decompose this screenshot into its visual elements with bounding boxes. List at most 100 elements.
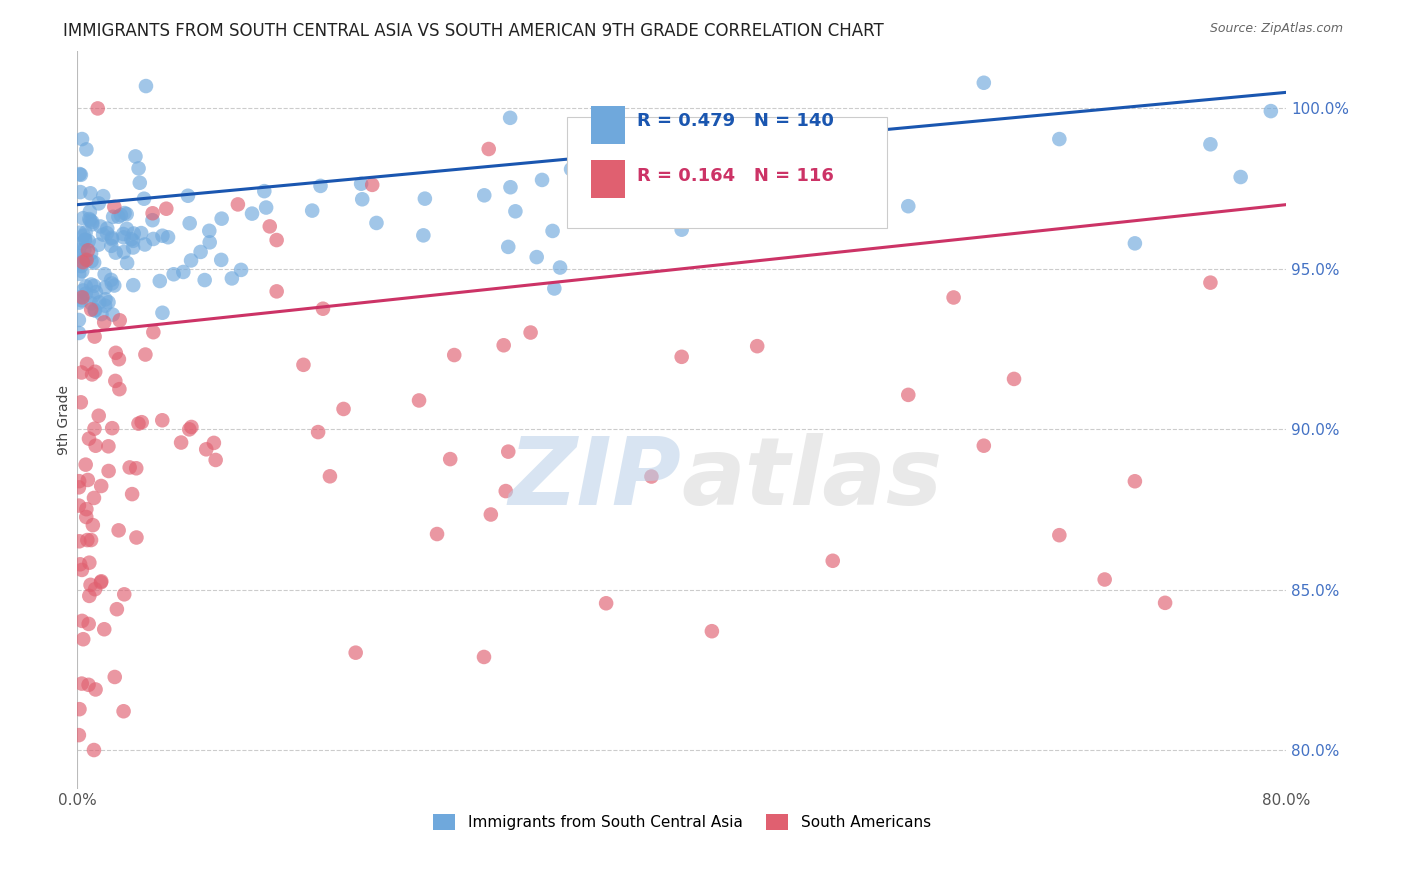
Point [412, 228, 434, 243]
Point [69, 290, 91, 304]
Point [204, 453, 226, 467]
Point [112, 230, 135, 244]
Point [73, 228, 96, 243]
Point [93, 315, 115, 329]
Point [1199, 276, 1222, 290]
Point [83, 255, 105, 269]
Point [221, 271, 243, 285]
Point [240, 206, 263, 220]
Point [67, 267, 90, 281]
Point [75, 142, 97, 156]
Point [179, 422, 201, 436]
Point [77, 616, 100, 631]
Point [747, 177, 769, 191]
Point [226, 197, 249, 211]
Point [70, 168, 93, 182]
Point [90, 575, 112, 590]
Point [548, 260, 571, 275]
Point [426, 527, 449, 541]
Point [172, 265, 194, 279]
Point [103, 200, 125, 214]
Point [973, 76, 995, 90]
Point [408, 393, 430, 408]
Point [897, 388, 920, 402]
Point [107, 524, 129, 538]
Point [125, 461, 148, 475]
Text: Source: ZipAtlas.com: Source: ZipAtlas.com [1209, 22, 1343, 36]
Point [84, 582, 107, 597]
Point [149, 274, 172, 288]
Point [80, 533, 103, 547]
Point [128, 161, 150, 176]
Text: ZIP: ZIP [509, 433, 682, 524]
Point [332, 401, 354, 416]
Point [671, 222, 693, 236]
Point [82, 289, 104, 303]
Point [118, 460, 141, 475]
Point [82, 518, 104, 533]
Point [122, 234, 145, 248]
Text: IMMIGRANTS FROM SOUTH CENTRAL ASIA VS SOUTH AMERICAN 9TH GRADE CORRELATION CHART: IMMIGRANTS FROM SOUTH CENTRAL ASIA VS SO… [63, 22, 884, 40]
Point [496, 444, 519, 458]
Point [75, 502, 97, 516]
Point [69, 395, 91, 409]
Point [1047, 132, 1070, 146]
Point [87, 196, 110, 211]
Point [478, 142, 501, 156]
Point [1002, 372, 1025, 386]
Point [79, 556, 101, 570]
Point [101, 308, 124, 322]
Point [93, 267, 115, 281]
Point [79, 186, 101, 201]
Point [80, 302, 103, 317]
Point [115, 222, 138, 236]
Point [77, 432, 100, 446]
Bar [591, 160, 624, 198]
Point [194, 273, 217, 287]
Point [101, 232, 124, 246]
Point [560, 162, 582, 177]
Point [190, 244, 212, 259]
Point [312, 301, 335, 316]
Point [142, 325, 165, 339]
Point [254, 201, 277, 215]
Point [526, 250, 548, 264]
Point [69, 256, 91, 270]
Point [90, 574, 112, 589]
Point [202, 436, 225, 450]
Point [122, 227, 145, 241]
Point [120, 232, 142, 246]
Point [67, 728, 90, 742]
Point [366, 216, 388, 230]
Point [97, 464, 120, 478]
Point [195, 442, 218, 457]
Point [97, 295, 120, 310]
Point [292, 358, 315, 372]
Point [266, 233, 288, 247]
Point [177, 188, 200, 202]
Point [94, 280, 117, 294]
Point [80, 246, 103, 260]
Y-axis label: 9th Grade: 9th Grade [58, 384, 72, 455]
Point [344, 646, 367, 660]
Point [67, 480, 90, 494]
Point [1047, 528, 1070, 542]
Point [70, 259, 93, 273]
Point [75, 279, 97, 293]
Point [89, 295, 111, 310]
Point [87, 409, 110, 423]
Point [307, 425, 329, 439]
Point [80, 254, 103, 268]
Point [198, 235, 221, 250]
Point [69, 185, 91, 199]
Point [79, 578, 101, 592]
Point [67, 326, 90, 340]
Point [122, 240, 145, 254]
Point [124, 149, 146, 163]
Point [101, 421, 124, 435]
Point [104, 374, 127, 388]
Point [73, 252, 96, 267]
Point [266, 285, 288, 299]
Point [519, 326, 541, 340]
Point [301, 203, 323, 218]
